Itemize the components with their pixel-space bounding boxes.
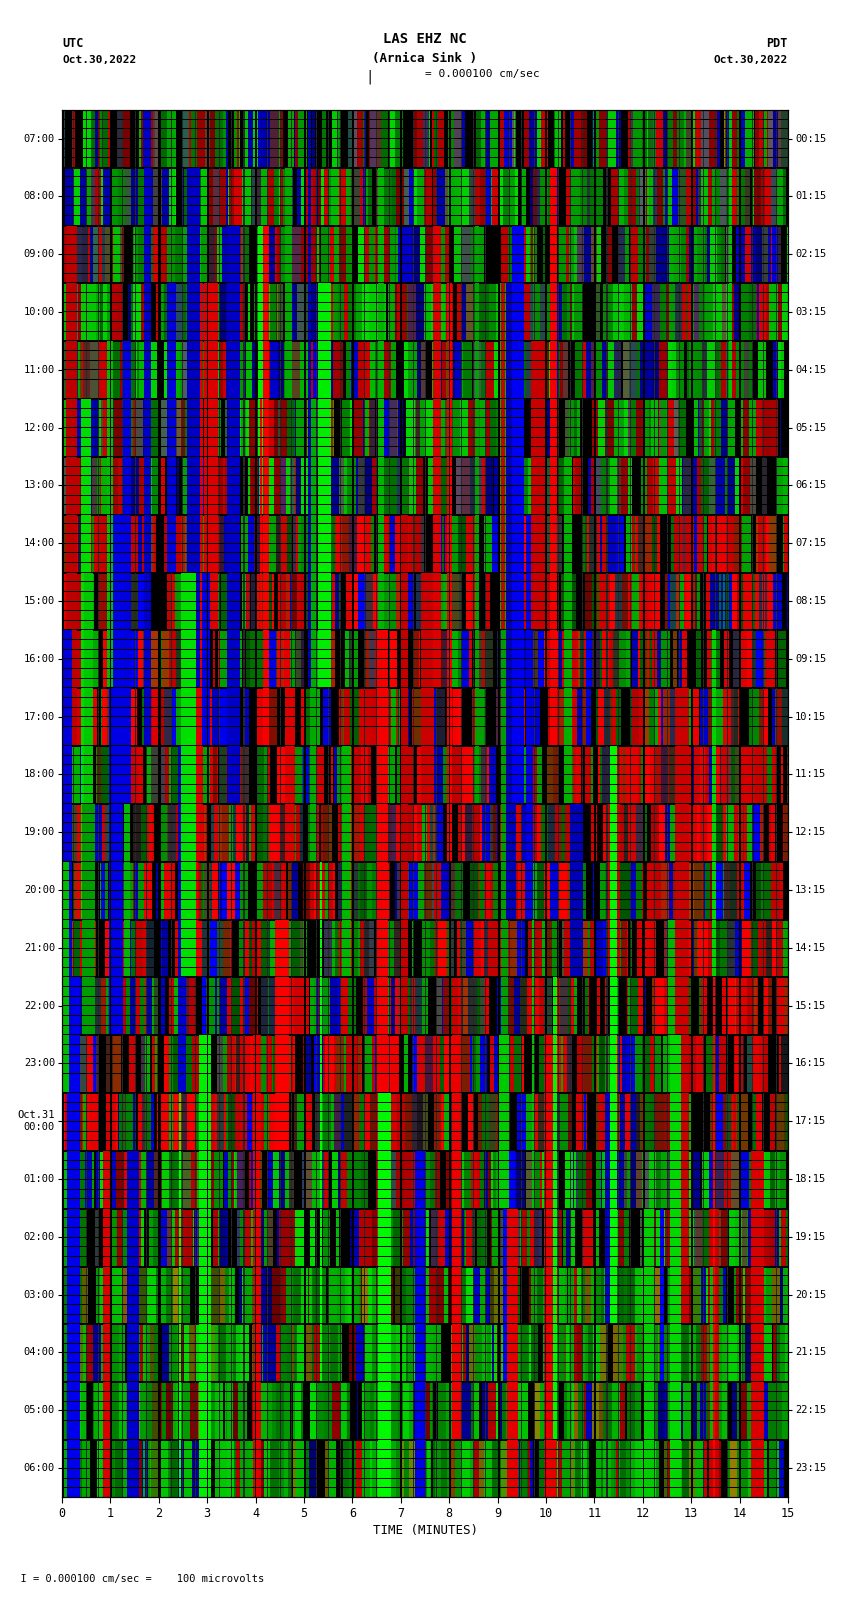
Text: (Arnica Sink ): (Arnica Sink ) <box>372 52 478 65</box>
Text: I = 0.000100 cm/sec =    100 microvolts: I = 0.000100 cm/sec = 100 microvolts <box>8 1574 264 1584</box>
Text: |: | <box>366 69 374 84</box>
Text: LAS EHZ NC: LAS EHZ NC <box>383 32 467 47</box>
Text: Oct.30,2022: Oct.30,2022 <box>714 55 788 65</box>
Text: UTC: UTC <box>62 37 83 50</box>
Text: PDT: PDT <box>767 37 788 50</box>
X-axis label: TIME (MINUTES): TIME (MINUTES) <box>372 1524 478 1537</box>
Text: Oct.30,2022: Oct.30,2022 <box>62 55 136 65</box>
Text: = 0.000100 cm/sec: = 0.000100 cm/sec <box>425 69 540 79</box>
